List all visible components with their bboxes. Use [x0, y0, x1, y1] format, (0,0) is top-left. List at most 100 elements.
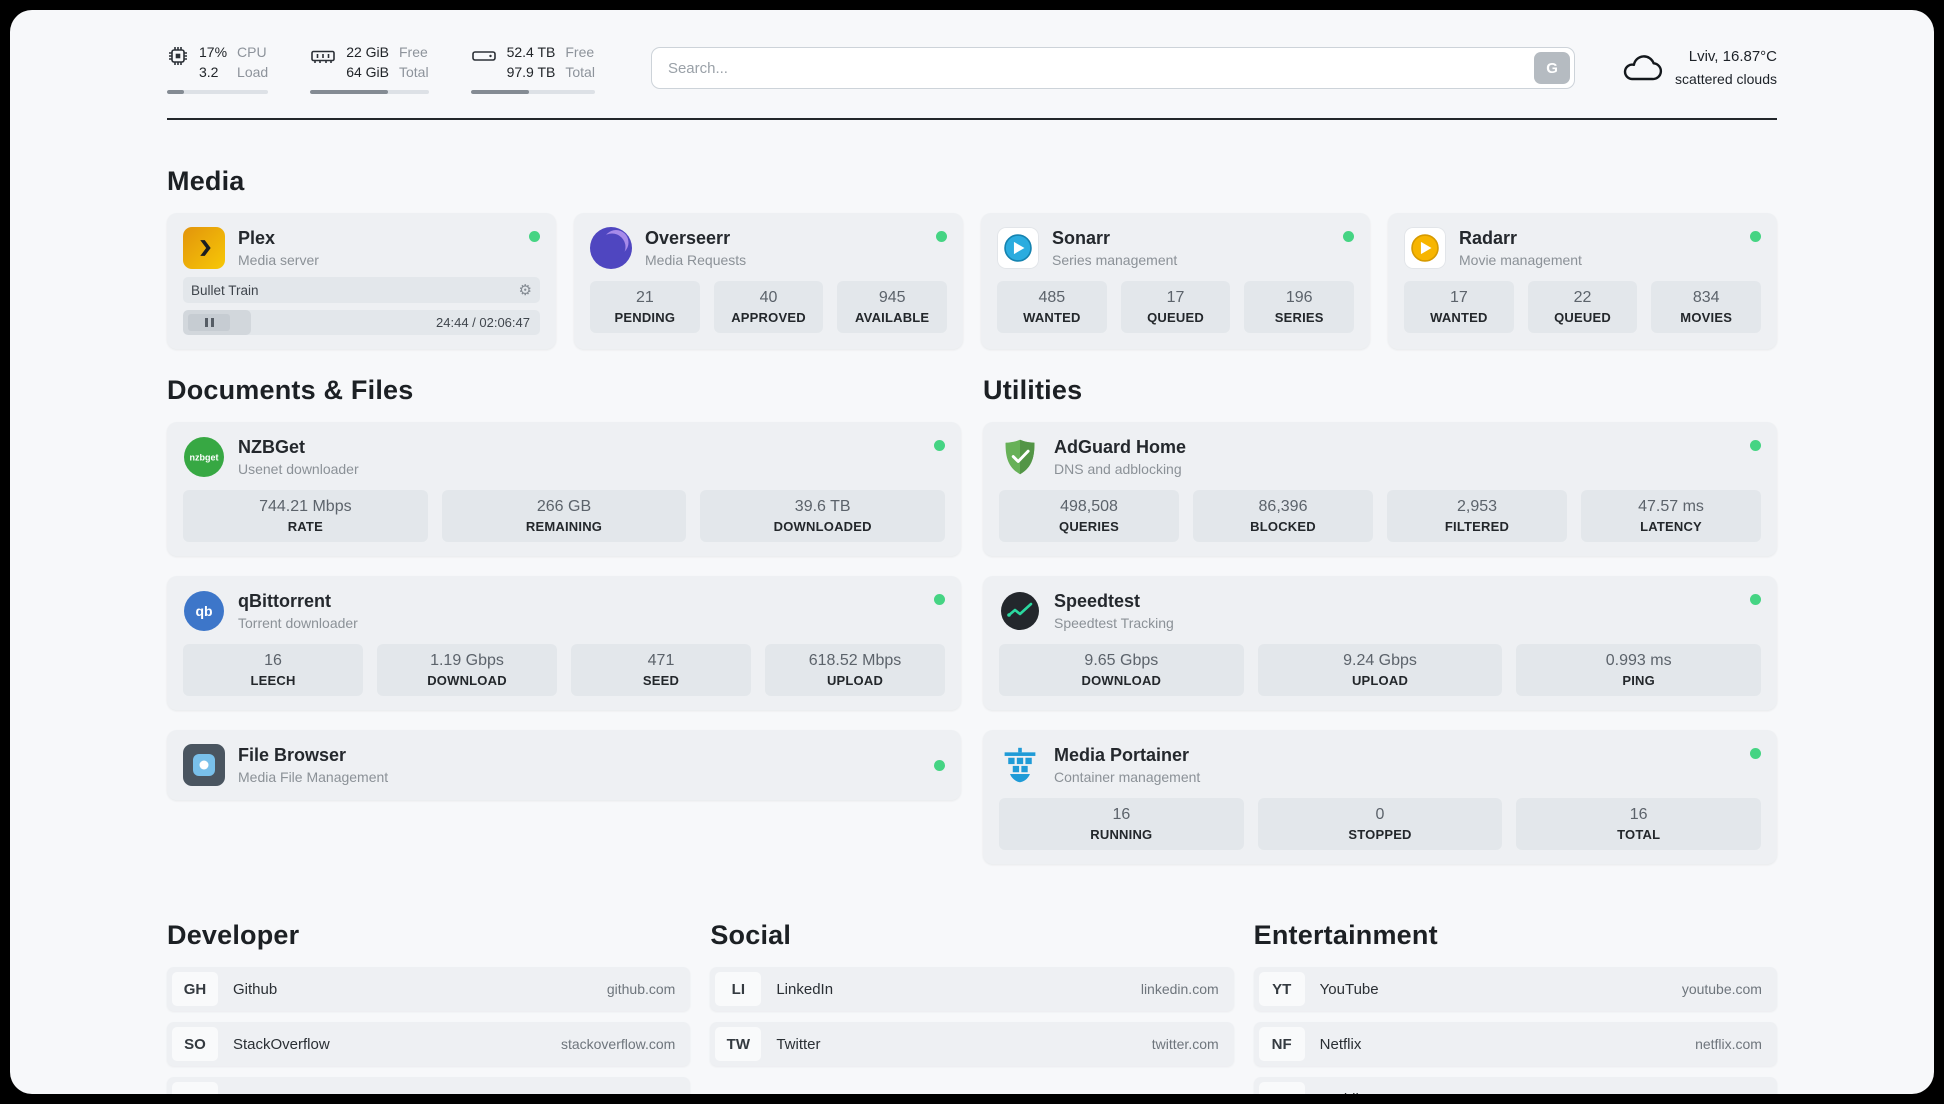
- svg-text:qb: qb: [195, 603, 212, 619]
- app-card-plex[interactable]: Plex Media server Bullet Train ⚙ 24:44 /…: [167, 213, 556, 349]
- search-provider-button[interactable]: G: [1534, 52, 1571, 84]
- bookmark-row-twitter[interactable]: TW Twitter twitter.com: [710, 1022, 1234, 1066]
- status-dot: [1750, 440, 1761, 451]
- bookmarks-developer: Developer GH Github github.com SO StackO…: [167, 920, 691, 1094]
- bookmark-abbr: LI: [715, 972, 762, 1006]
- stat-box: 22 QUEUED: [1527, 281, 1638, 333]
- weather-condition: scattered clouds: [1675, 70, 1777, 87]
- qbittorrent-stats: 16 LEECH 1.19 Gbps DOWNLOAD 471 SEED 6: [183, 644, 945, 696]
- bookmark-url: reddit.com: [1697, 1091, 1762, 1094]
- stat-value: 47.57 ms: [1638, 498, 1704, 515]
- stat-label: SEED: [642, 673, 680, 688]
- app-card-adguard[interactable]: AdGuard Home DNS and adblocking 498,508 …: [983, 422, 1777, 556]
- stat-box: 21 PENDING: [590, 281, 700, 333]
- stat-label: QUEUED: [1147, 310, 1204, 325]
- cpu-load-value: 3.2: [199, 64, 219, 80]
- status-dot: [1750, 594, 1761, 605]
- stat-label: REMAINING: [525, 519, 603, 534]
- app-card-portainer[interactable]: Media Portainer Container management 16 …: [983, 730, 1777, 864]
- cpu-progress-fill: [167, 90, 185, 95]
- ram-icon: [310, 45, 336, 67]
- memory-label-bottom: Total: [399, 64, 429, 80]
- sonarr-header[interactable]: Sonarr Series management: [997, 227, 1354, 269]
- app-card-overseerr[interactable]: Overseerr Media Requests 21 PENDING 40 A…: [574, 213, 963, 349]
- storage-label-top: Free: [565, 43, 595, 60]
- radarr-header[interactable]: Radarr Movie management: [1404, 227, 1761, 269]
- stat-label: PENDING: [614, 310, 676, 325]
- radarr-icon: [1404, 227, 1446, 269]
- cpu-labels: CPU Load: [237, 42, 268, 83]
- adguard-header[interactable]: AdGuard Home DNS and adblocking: [999, 436, 1761, 478]
- bookmark-row-stackoverflow[interactable]: SO StackOverflow stackoverflow.com: [167, 1022, 691, 1066]
- stat-box: 485 WANTED: [997, 281, 1107, 333]
- disk-icon: [471, 45, 497, 67]
- filebrowser-header[interactable]: File Browser Media File Management: [183, 744, 945, 786]
- app-subtitle: Media server: [238, 252, 319, 269]
- documents-column: Documents & Files nzbget NZBGet Usenet d: [167, 375, 961, 820]
- bookmarks-section: Developer GH Github github.com SO StackO…: [167, 920, 1777, 1094]
- app-card-nzbget[interactable]: nzbget NZBGet Usenet downloader 744.21 M…: [167, 422, 961, 556]
- svg-text:nzbget: nzbget: [190, 453, 219, 463]
- app-subtitle: DNS and adblocking: [1054, 461, 1182, 478]
- stat-box: 86,396 BLOCKED: [1193, 490, 1373, 542]
- qbittorrent-header[interactable]: qb qBittorrent Torrent downloader: [183, 590, 945, 632]
- stat-label: DOWNLOAD: [1081, 673, 1162, 688]
- search-bar: G: [650, 47, 1576, 89]
- weather-location: Lviv, 16.87°C: [1688, 48, 1777, 66]
- bookmark-row-reddit[interactable]: RE Reddit reddit.com: [1253, 1077, 1777, 1095]
- nzbget-stats: 744.21 Mbps RATE 266 GB REMAINING 39.6 T…: [183, 490, 946, 542]
- app-card-speedtest[interactable]: Speedtest Speedtest Tracking 9.65 Gbps D…: [983, 576, 1777, 710]
- stat-label: BLOCKED: [1250, 519, 1316, 534]
- stat-label: DOWNLOADED: [773, 519, 872, 534]
- plex-header[interactable]: Plex Media server: [183, 227, 540, 269]
- bookmark-url: netflix.com: [1695, 1036, 1762, 1052]
- bookmarks-entertainment: Entertainment YT YouTube youtube.com NF …: [1253, 920, 1777, 1095]
- search-input[interactable]: [650, 47, 1576, 89]
- app-card-sonarr[interactable]: Sonarr Series management 485 WANTED 17 Q…: [981, 213, 1370, 349]
- app-card-radarr[interactable]: Radarr Movie management 17 WANTED 22 QUE…: [1388, 213, 1777, 349]
- stat-box: 834 MOVIES: [1651, 281, 1762, 333]
- stat-label: STOPPED: [1348, 827, 1412, 842]
- bookmark-name: Twitter: [776, 1035, 821, 1053]
- bookmark-row-github[interactable]: GH Github github.com: [167, 967, 691, 1011]
- weather-widget: Lviv, 16.87°C scattered clouds: [1621, 46, 1777, 90]
- speedtest-stats: 9.65 Gbps DOWNLOAD 9.24 Gbps UPLOAD 0.99…: [999, 644, 1762, 696]
- app-card-qbittorrent[interactable]: qb qBittorrent Torrent downloader 16 LEE…: [167, 576, 961, 710]
- bookmark-name: Reddit: [1320, 1091, 1363, 1095]
- pause-button[interactable]: [188, 314, 230, 331]
- bookmark-abbr: NF: [1258, 1027, 1305, 1061]
- media-grid: Plex Media server Bullet Train ⚙ 24:44 /…: [167, 213, 1777, 349]
- app-name: NZBGet: [238, 436, 305, 457]
- stat-box: 47.57 ms LATENCY: [1581, 490, 1761, 542]
- gear-icon[interactable]: ⚙: [518, 281, 532, 299]
- sonarr-icon: [997, 227, 1039, 269]
- stat-value: 86,396: [1258, 498, 1308, 515]
- playback-bar[interactable]: 24:44 / 02:06:47: [183, 310, 540, 335]
- app-name: Overseerr: [645, 227, 731, 248]
- bookmark-abbr: TW: [715, 1027, 762, 1061]
- portainer-header[interactable]: Media Portainer Container management: [999, 744, 1761, 786]
- memory-total: 64 GiB: [346, 64, 389, 80]
- system-stats: 17% 3.2 CPU Load: [167, 42, 595, 95]
- bookmark-row-youtube[interactable]: YT YouTube youtube.com: [1253, 967, 1777, 1011]
- stat-label: MOVIES: [1680, 310, 1733, 325]
- stat-box: 17 WANTED: [1404, 281, 1514, 333]
- nzbget-header[interactable]: nzbget NZBGet Usenet downloader: [183, 436, 945, 478]
- overseerr-header[interactable]: Overseerr Media Requests: [590, 227, 947, 269]
- stat-value: 618.52 Mbps: [808, 652, 902, 669]
- stat-box: 17 QUEUED: [1120, 281, 1231, 333]
- stat-value: 744.21 Mbps: [259, 498, 352, 515]
- speedtest-header[interactable]: Speedtest Speedtest Tracking: [999, 590, 1761, 632]
- memory-values: 22 GiB 64 GiB: [346, 42, 389, 83]
- bookmark-row-linkedin[interactable]: LI LinkedIn linkedin.com: [710, 967, 1234, 1011]
- app-card-filebrowser[interactable]: File Browser Media File Management: [167, 730, 961, 800]
- status-dot: [934, 594, 945, 605]
- portainer-icon: [999, 744, 1041, 786]
- bookmark-row-netflix[interactable]: NF Netflix netflix.com: [1253, 1022, 1777, 1066]
- stat-box: 498,508 QUERIES: [999, 490, 1179, 542]
- stat-box: 0.993 ms PING: [1516, 644, 1762, 696]
- status-dot: [936, 231, 947, 242]
- adguard-icon: [999, 436, 1041, 478]
- storage-values: 52.4 TB 97.9 TB: [507, 42, 556, 83]
- bookmark-row-dev[interactable]: DT DEV dev.to: [167, 1077, 691, 1094]
